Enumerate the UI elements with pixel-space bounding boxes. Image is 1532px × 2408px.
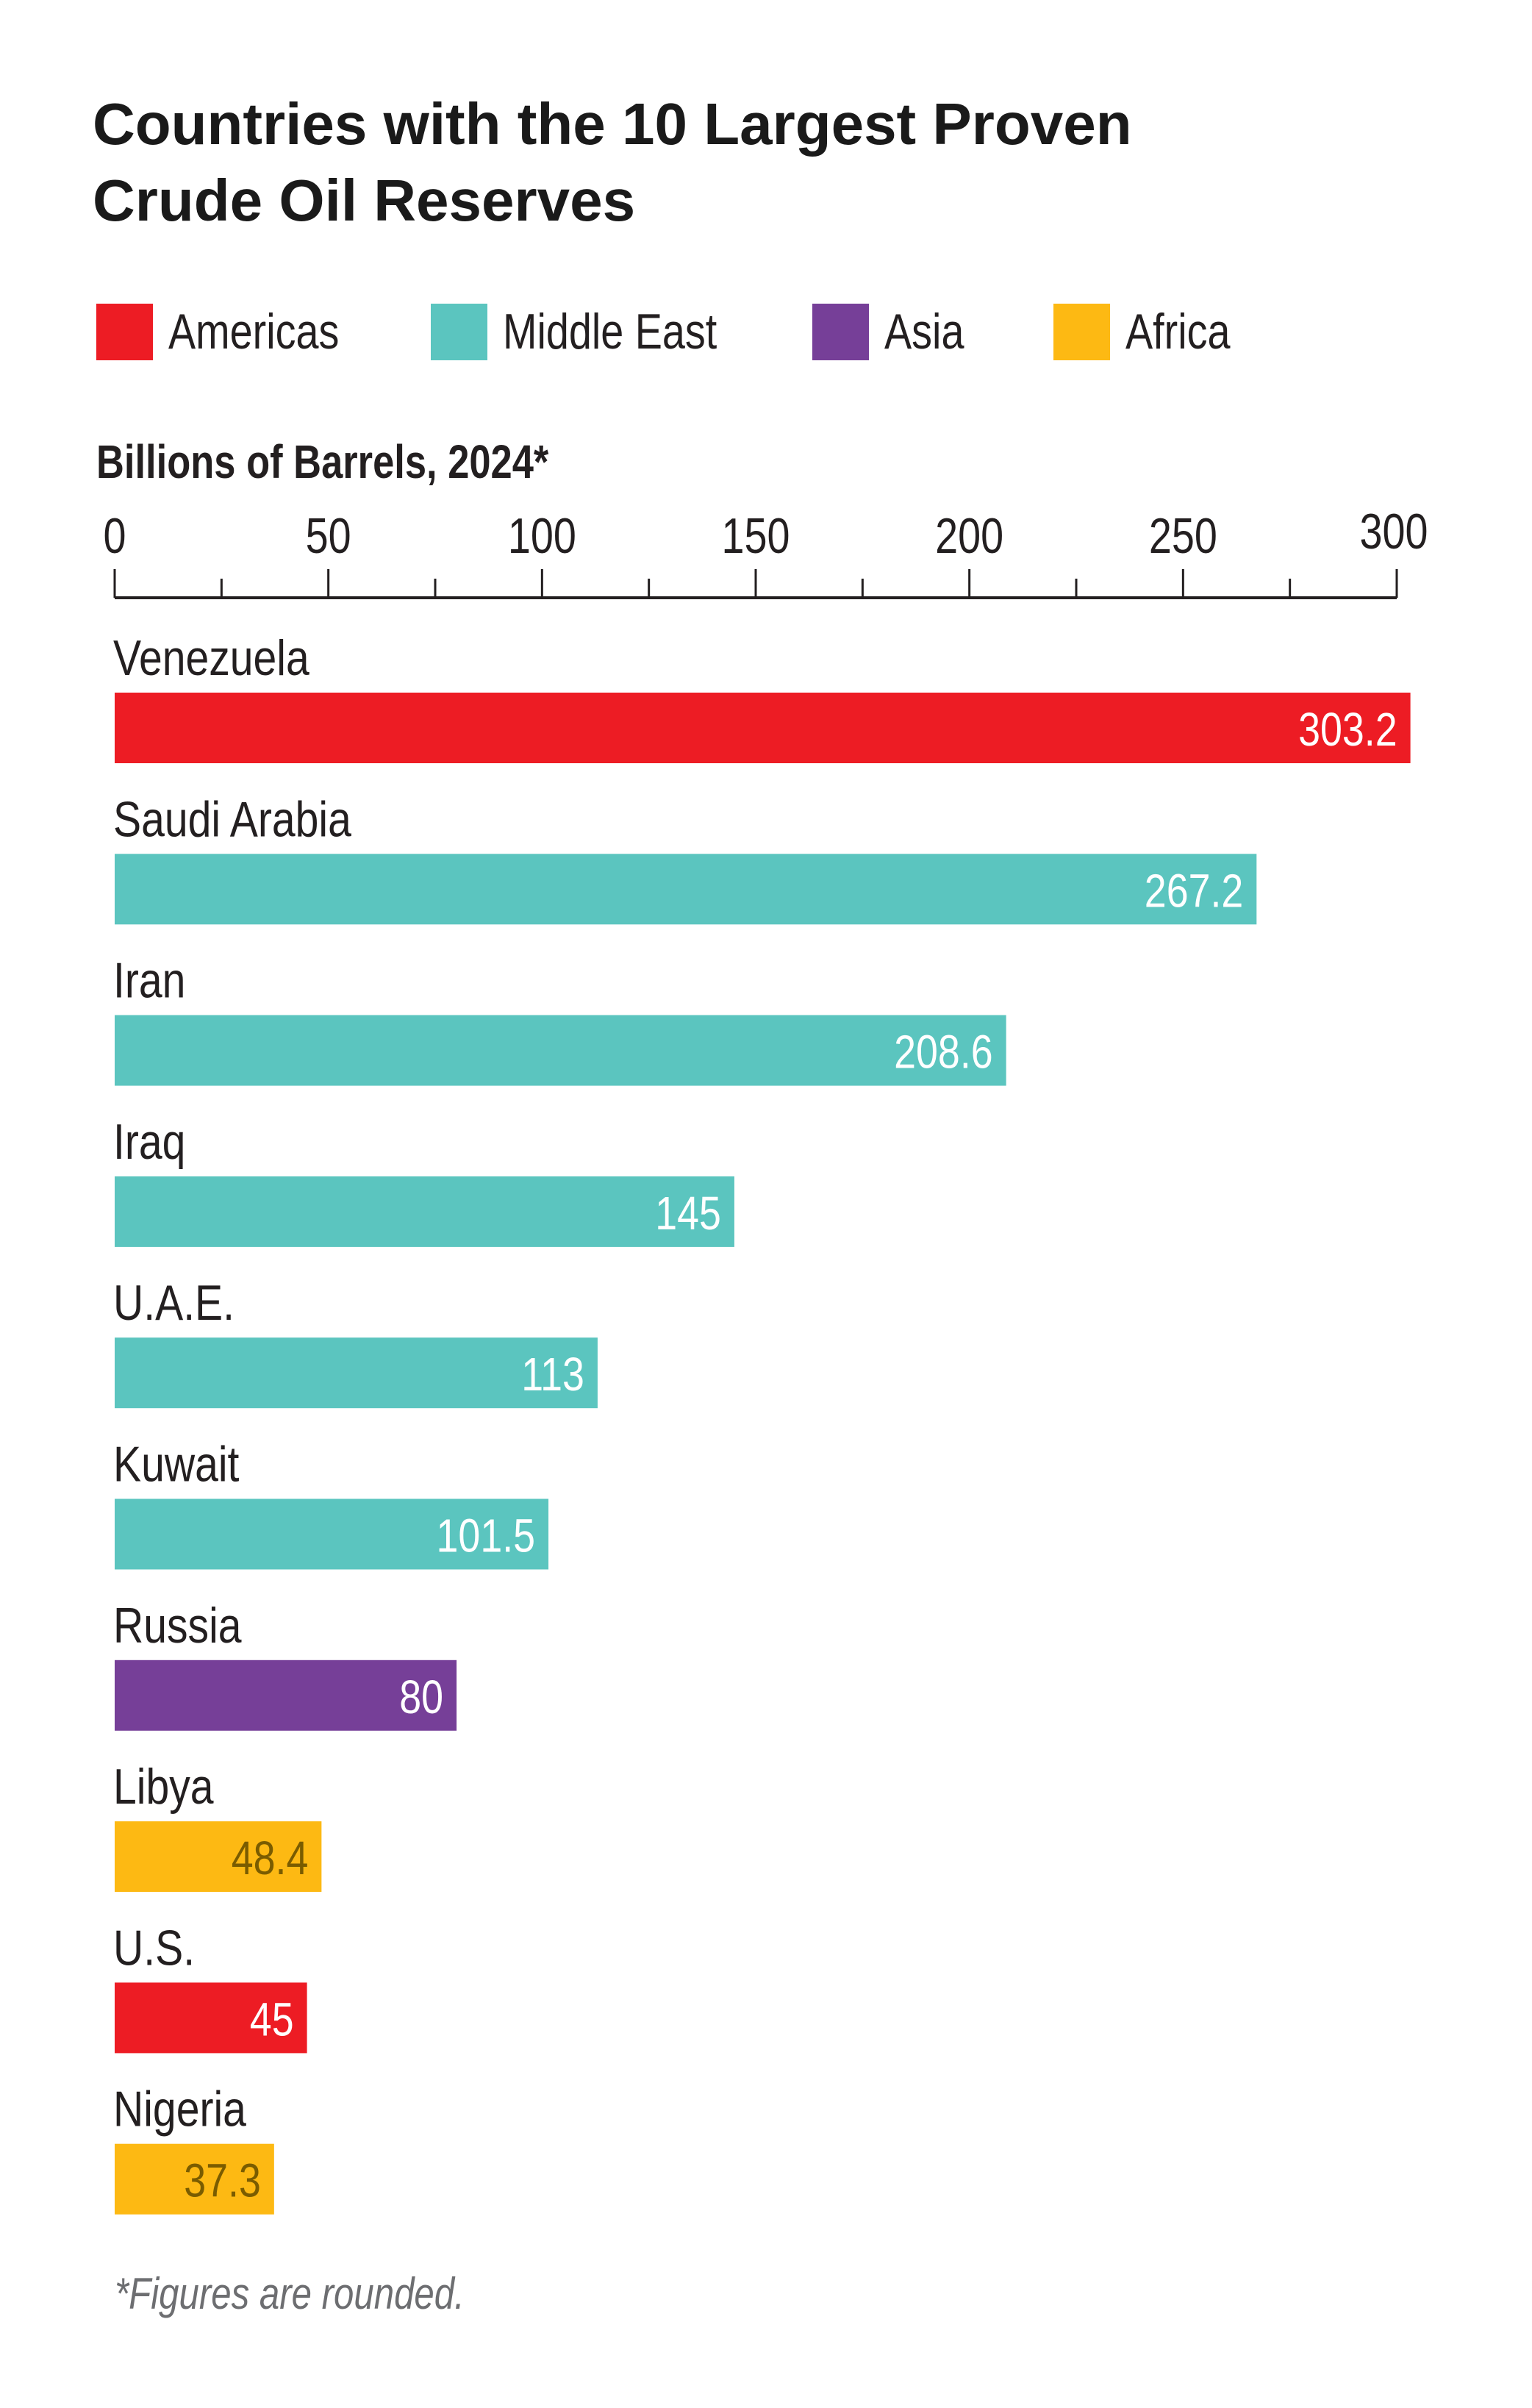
category-label: Saudi Arabia xyxy=(113,792,351,848)
legend-swatch-asia xyxy=(812,304,869,360)
chart-title: Countries with the 10 Largest Proven Cru… xyxy=(93,91,1132,233)
value-label: 113 xyxy=(521,1348,584,1401)
bar-nigeria xyxy=(115,2143,274,2215)
legend-swatch-middle-east xyxy=(431,304,487,360)
bar-iraq xyxy=(115,1176,734,1247)
legend-swatch-africa xyxy=(1053,304,1110,360)
value-label: 45 xyxy=(250,1993,294,2046)
tick-label: 100 xyxy=(508,509,576,564)
title-line-2: Crude Oil Reserves xyxy=(93,168,635,233)
category-label: Iran xyxy=(113,953,185,1009)
bars: Venezuela 303.2 Saudi Arabia 267.2 Iran 208.6… xyxy=(113,630,1411,2215)
legend: Americas Middle East Asia Africa xyxy=(96,304,1231,360)
tick-label: 250 xyxy=(1149,509,1217,564)
category-label: Russia xyxy=(113,1598,242,1654)
x-axis: 0 50 100 150 200 250 300 xyxy=(103,504,1428,599)
bar-u-s- xyxy=(115,1982,307,2054)
bar-libya xyxy=(115,1821,322,1893)
legend-label: Middle East xyxy=(503,304,717,360)
legend-label: Americas xyxy=(168,304,339,360)
bar-u-a-e- xyxy=(115,1337,598,1409)
category-label: Kuwait xyxy=(113,1437,239,1493)
bar-venezuela xyxy=(115,693,1411,763)
tick-label: 50 xyxy=(306,509,351,564)
bar-saudi-arabia xyxy=(115,854,1257,925)
tick-label: 300 xyxy=(1359,504,1428,560)
value-label: 208.6 xyxy=(894,1025,993,1079)
legend-swatch-americas xyxy=(96,304,153,360)
value-label: 267.2 xyxy=(1145,864,1244,918)
value-label: 145 xyxy=(655,1186,721,1240)
legend-label: Asia xyxy=(884,304,964,360)
category-label: U.S. xyxy=(113,1921,195,1976)
tick-label: 200 xyxy=(935,509,1003,564)
value-label: 48.4 xyxy=(232,1832,309,1885)
value-label: 303.2 xyxy=(1298,703,1397,757)
category-label: Iraq xyxy=(113,1114,185,1170)
category-label: Nigeria xyxy=(113,2082,246,2137)
category-label: Venezuela xyxy=(113,630,309,686)
category-label: U.A.E. xyxy=(113,1276,235,1332)
footnote: *Figures are rounded. xyxy=(115,2268,465,2318)
title-line-1: Countries with the 10 Largest Proven xyxy=(93,91,1132,157)
tick-label: 150 xyxy=(721,509,790,564)
tick-label: 0 xyxy=(103,509,126,564)
value-label: 80 xyxy=(399,1670,443,1723)
axis-label: Billions of Barrels, 2024* xyxy=(96,436,549,488)
legend-label: Africa xyxy=(1125,304,1231,360)
bar-kuwait xyxy=(115,1498,549,1570)
category-label: Libya xyxy=(113,1759,214,1815)
bar-russia xyxy=(115,1659,457,1731)
value-label: 101.5 xyxy=(437,1509,536,1562)
value-label: 37.3 xyxy=(184,2154,261,2207)
bar-iran xyxy=(115,1015,1006,1086)
